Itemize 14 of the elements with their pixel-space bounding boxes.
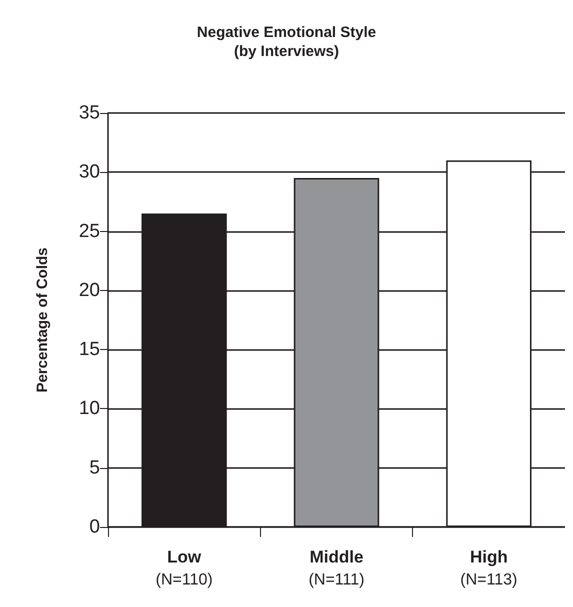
y-tick-label: 0 xyxy=(89,516,100,538)
y-tick-label: 25 xyxy=(78,220,100,242)
y-tick-label: 35 xyxy=(78,102,100,124)
x-tick-label: Middle (N=111) xyxy=(308,548,364,588)
y-tick-label: 5 xyxy=(89,457,100,478)
x-tick-label: Low (N=110) xyxy=(156,548,213,588)
x-tick-label: High (N=113) xyxy=(460,548,518,588)
y-tick-label: 10 xyxy=(78,398,100,420)
y-axis-title: Percentage of Colds xyxy=(34,247,51,393)
y-tick-label: 15 xyxy=(78,339,100,360)
y-tick-label: 30 xyxy=(78,162,100,183)
chart-subtitle: (by Interviews) xyxy=(234,43,340,60)
chart-title: Negative Emotional Style xyxy=(196,24,376,41)
y-tick-label: 20 xyxy=(78,280,100,301)
